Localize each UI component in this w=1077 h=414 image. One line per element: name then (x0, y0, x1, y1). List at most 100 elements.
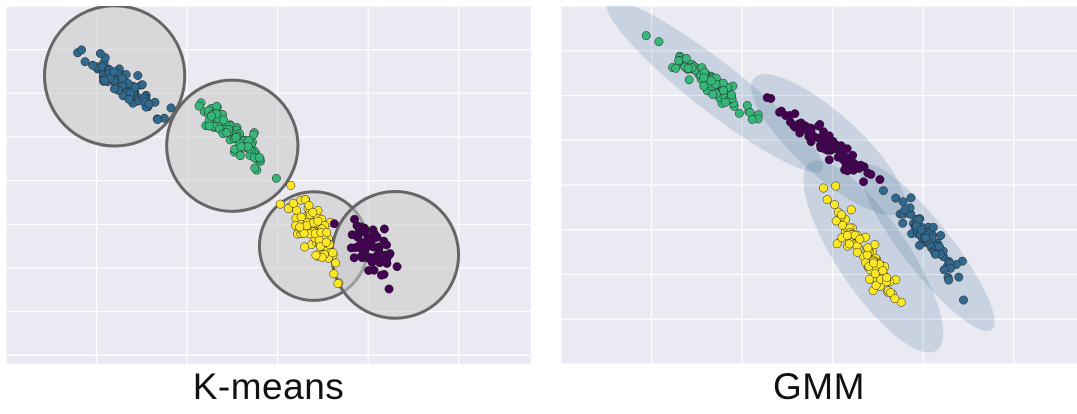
data-point (820, 144, 830, 154)
data-point (333, 279, 343, 289)
data-point (831, 216, 841, 226)
data-point (808, 131, 818, 141)
data-point (828, 143, 838, 153)
data-point (358, 241, 368, 251)
data-point (708, 89, 718, 99)
kmeans-caption: K-means (192, 366, 345, 407)
data-point (939, 265, 949, 275)
data-point (921, 233, 931, 243)
data-point (878, 266, 888, 276)
data-point (654, 37, 664, 47)
data-point (349, 253, 359, 263)
data-point (891, 193, 901, 203)
data-point (928, 222, 938, 232)
data-point (379, 255, 389, 265)
kmeans-scatter-plot (6, 6, 531, 364)
data-point (384, 284, 394, 294)
data-point (382, 240, 391, 250)
data-point (916, 225, 926, 235)
data-point (699, 81, 709, 91)
data-point (299, 228, 309, 238)
data-point (236, 141, 246, 151)
data-point (841, 160, 851, 170)
data-point (322, 228, 332, 237)
data-point (819, 127, 828, 137)
data-point (329, 219, 339, 229)
data-point (882, 273, 892, 283)
data-point (286, 180, 296, 190)
data-point (95, 49, 105, 59)
data-point (117, 73, 127, 83)
data-point (836, 210, 846, 220)
data-point (231, 132, 241, 142)
data-point (80, 57, 90, 67)
data-point (204, 121, 214, 131)
data-point (133, 71, 143, 80)
data-point (878, 186, 888, 196)
data-point (311, 250, 321, 260)
data-point (718, 78, 728, 88)
data-point (250, 163, 260, 173)
data-point (308, 207, 318, 217)
series-0 (641, 31, 763, 124)
data-point (871, 280, 881, 290)
data-point (866, 170, 876, 179)
data-point (721, 97, 730, 107)
data-point (379, 224, 389, 234)
data-point (350, 243, 360, 253)
data-point (727, 90, 737, 100)
data-point (235, 151, 245, 161)
data-point (683, 63, 693, 73)
data-point (855, 234, 865, 244)
kmeans-panel: K-means (6, 0, 531, 414)
data-point (900, 205, 910, 215)
data-point (212, 101, 222, 111)
data-point (842, 230, 852, 240)
data-point (331, 258, 341, 268)
data-point (641, 31, 651, 41)
data-point (321, 237, 331, 247)
data-point (271, 173, 281, 183)
series-0 (73, 45, 176, 124)
data-point (863, 243, 873, 253)
data-point (699, 73, 709, 83)
data-point (890, 294, 900, 304)
data-point (328, 248, 338, 258)
data-point (819, 183, 828, 193)
data-point (681, 53, 691, 63)
data-point (786, 117, 795, 127)
series-3 (878, 186, 968, 305)
data-point (88, 60, 98, 70)
data-point (959, 295, 968, 305)
data-point (684, 75, 694, 85)
data-point (875, 175, 885, 184)
data-point (934, 242, 944, 252)
data-point (329, 269, 339, 279)
series-3 (329, 214, 402, 294)
series-1 (194, 98, 281, 183)
data-point (249, 130, 258, 140)
data-point (194, 101, 204, 111)
data-point (844, 239, 854, 249)
data-point (109, 67, 119, 77)
gmm-panel: GMM (561, 0, 1077, 414)
data-point (77, 45, 86, 55)
data-point (859, 177, 868, 187)
gridlines (561, 6, 1077, 364)
data-point (796, 123, 806, 133)
data-point (719, 86, 728, 95)
data-point (392, 262, 402, 272)
data-point (295, 222, 305, 232)
data-point (130, 82, 140, 92)
data-point (275, 199, 285, 209)
data-point (377, 270, 386, 280)
data-point (207, 111, 217, 121)
data-point (153, 115, 163, 124)
data-point (288, 198, 298, 208)
data-point (936, 231, 946, 240)
data-point (842, 153, 852, 163)
data-point (99, 75, 109, 85)
data-point (313, 216, 323, 226)
data-point (734, 108, 744, 118)
data-point (674, 56, 684, 66)
